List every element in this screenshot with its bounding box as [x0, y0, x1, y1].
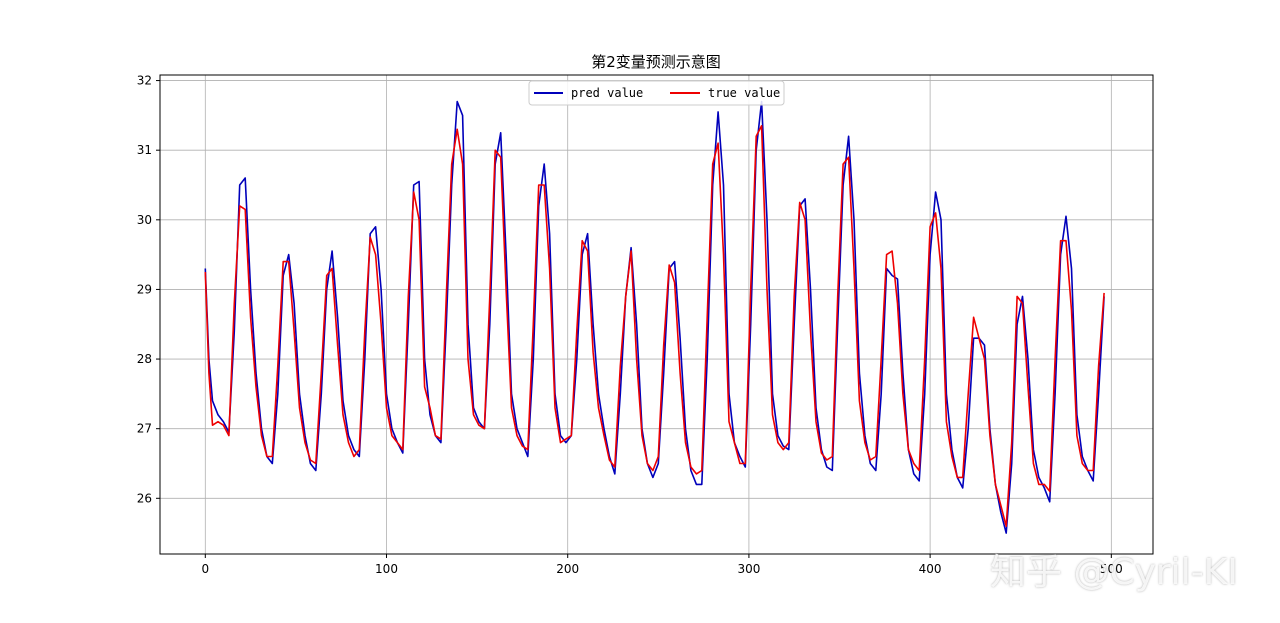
x-tick-label: 500 — [1100, 562, 1123, 576]
y-tick-label: 27 — [137, 422, 152, 436]
y-tick-label: 29 — [137, 282, 152, 296]
grid-lines — [160, 75, 1153, 554]
y-tick-label: 30 — [137, 213, 152, 227]
y-tick-label: 31 — [137, 143, 152, 157]
legend: pred value true value — [528, 80, 785, 106]
x-tick-label: 100 — [375, 562, 398, 576]
y-tick-label: 26 — [137, 491, 152, 505]
series-line-pred — [204, 100, 1105, 534]
watermark-text: 知乎 @Cyril-KI — [990, 552, 1238, 593]
x-tick-label: 300 — [737, 562, 760, 576]
axis-ticks: 0 100 200 300 400 500 26 27 28 29 30 31 32 — [137, 74, 1123, 576]
legend-box — [528, 80, 785, 106]
legend-label-pred: pred value — [571, 86, 643, 100]
legend-label-true: true value — [708, 86, 780, 100]
x-tick-label: 400 — [919, 562, 942, 576]
y-tick-label: 28 — [137, 352, 152, 366]
x-tick-label: 200 — [556, 562, 579, 576]
series-layer — [204, 100, 1105, 534]
chart-title: 第2变量预测示意图 — [591, 53, 721, 71]
plot-frame — [159, 74, 1154, 555]
x-tick-label: 0 — [201, 562, 209, 576]
series-line-true — [204, 125, 1105, 527]
y-tick-label: 32 — [137, 74, 152, 88]
